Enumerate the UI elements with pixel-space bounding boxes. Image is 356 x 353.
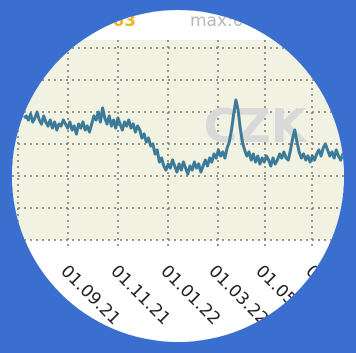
header-max-label: max:0 <box>190 11 244 31</box>
series-line-0 <box>22 98 344 176</box>
header-min-value: 0363 <box>89 11 136 31</box>
watermark-text: CZK <box>204 99 309 153</box>
plot-area <box>12 40 344 240</box>
series-group <box>22 98 344 176</box>
grid-lines <box>12 40 344 250</box>
